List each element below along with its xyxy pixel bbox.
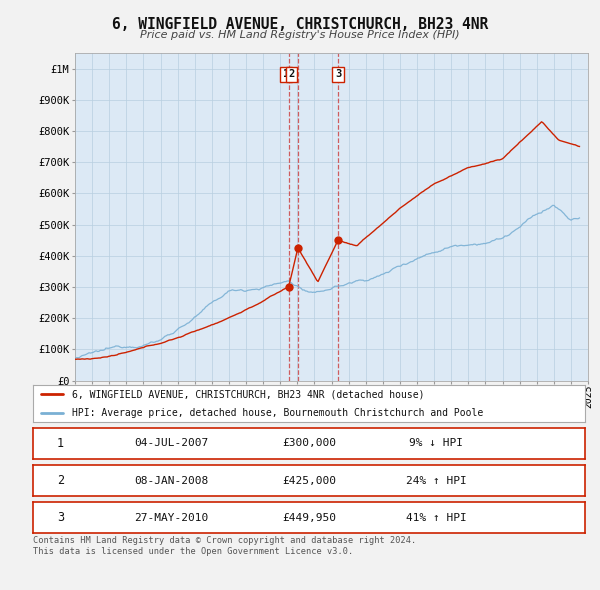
Text: 1: 1 bbox=[57, 437, 64, 450]
Text: Price paid vs. HM Land Registry's House Price Index (HPI): Price paid vs. HM Land Registry's House … bbox=[140, 30, 460, 40]
Text: 04-JUL-2007: 04-JUL-2007 bbox=[134, 438, 208, 448]
Text: HPI: Average price, detached house, Bournemouth Christchurch and Poole: HPI: Average price, detached house, Bour… bbox=[71, 408, 483, 418]
Text: 2: 2 bbox=[288, 70, 295, 80]
Text: 6, WINGFIELD AVENUE, CHRISTCHURCH, BH23 4NR: 6, WINGFIELD AVENUE, CHRISTCHURCH, BH23 … bbox=[112, 17, 488, 31]
Text: 27-MAY-2010: 27-MAY-2010 bbox=[134, 513, 208, 523]
Text: 3: 3 bbox=[335, 70, 341, 80]
Text: 2: 2 bbox=[57, 474, 64, 487]
Text: £425,000: £425,000 bbox=[282, 476, 336, 486]
Text: 24% ↑ HPI: 24% ↑ HPI bbox=[406, 476, 466, 486]
Text: £300,000: £300,000 bbox=[282, 438, 336, 448]
Text: Contains HM Land Registry data © Crown copyright and database right 2024.
This d: Contains HM Land Registry data © Crown c… bbox=[33, 536, 416, 556]
Text: 6, WINGFIELD AVENUE, CHRISTCHURCH, BH23 4NR (detached house): 6, WINGFIELD AVENUE, CHRISTCHURCH, BH23 … bbox=[71, 389, 424, 399]
Text: 08-JAN-2008: 08-JAN-2008 bbox=[134, 476, 208, 486]
Text: 41% ↑ HPI: 41% ↑ HPI bbox=[406, 513, 466, 523]
Text: 9% ↓ HPI: 9% ↓ HPI bbox=[409, 438, 463, 448]
Text: 1: 1 bbox=[283, 70, 289, 80]
Text: 3: 3 bbox=[57, 511, 64, 525]
Text: £449,950: £449,950 bbox=[282, 513, 336, 523]
